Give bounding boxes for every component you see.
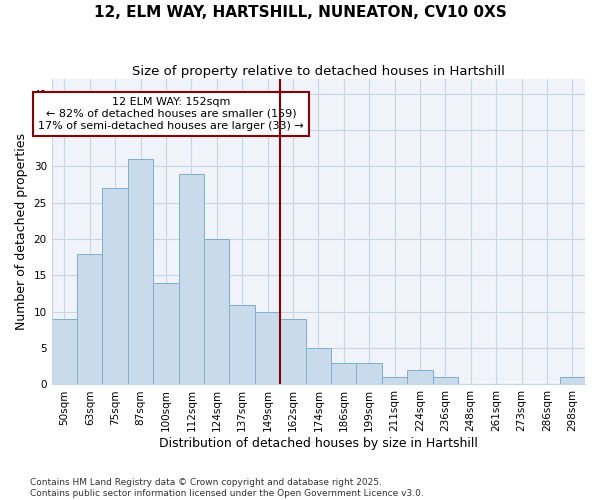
- X-axis label: Distribution of detached houses by size in Hartshill: Distribution of detached houses by size …: [159, 437, 478, 450]
- Bar: [560, 377, 585, 384]
- Bar: [128, 159, 153, 384]
- Bar: [153, 282, 179, 384]
- Bar: [179, 174, 204, 384]
- Text: 12, ELM WAY, HARTSHILL, NUNEATON, CV10 0XS: 12, ELM WAY, HARTSHILL, NUNEATON, CV10 0…: [94, 5, 506, 20]
- Text: 12 ELM WAY: 152sqm
← 82% of detached houses are smaller (159)
17% of semi-detach: 12 ELM WAY: 152sqm ← 82% of detached hou…: [38, 98, 304, 130]
- Title: Size of property relative to detached houses in Hartshill: Size of property relative to detached ho…: [132, 65, 505, 78]
- Bar: [331, 362, 356, 384]
- Bar: [356, 362, 382, 384]
- Bar: [433, 377, 458, 384]
- Text: Contains HM Land Registry data © Crown copyright and database right 2025.
Contai: Contains HM Land Registry data © Crown c…: [30, 478, 424, 498]
- Bar: [255, 312, 280, 384]
- Bar: [280, 319, 305, 384]
- Bar: [52, 319, 77, 384]
- Bar: [204, 239, 229, 384]
- Bar: [305, 348, 331, 385]
- Y-axis label: Number of detached properties: Number of detached properties: [15, 134, 28, 330]
- Bar: [103, 188, 128, 384]
- Bar: [229, 304, 255, 384]
- Bar: [77, 254, 103, 384]
- Bar: [407, 370, 433, 384]
- Bar: [382, 377, 407, 384]
